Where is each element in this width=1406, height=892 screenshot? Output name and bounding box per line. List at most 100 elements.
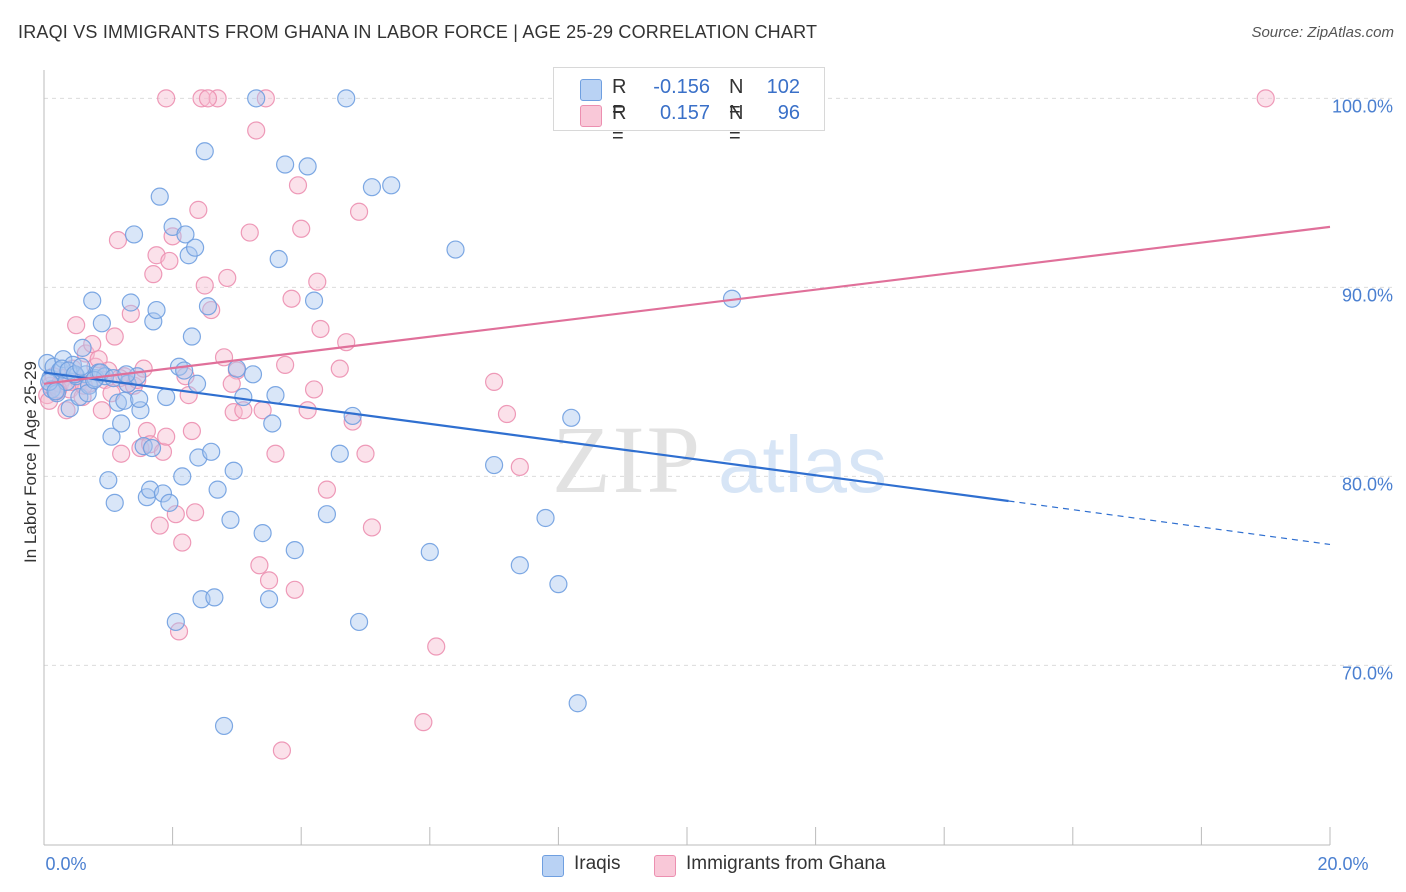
iraqis-point [121, 293, 140, 312]
iraqis-point [234, 387, 253, 407]
ghana-point [298, 401, 317, 420]
ghana-point [234, 401, 253, 420]
iraqis-point [153, 484, 173, 503]
iraqis-point [224, 461, 243, 480]
iraqis-point [362, 178, 382, 197]
ghana-point [497, 404, 517, 424]
correlation-legend: R = -0.156 N = 102 R = 0.157 N = 96 [553, 67, 825, 147]
iraqis-point [382, 176, 401, 195]
iraqis-point [73, 338, 92, 357]
iraqis-point [108, 393, 128, 412]
ghana-point [218, 268, 237, 288]
trend-layer [43, 225, 1331, 546]
bottom-legend-swatch-ghana [654, 855, 676, 877]
ghana-point [330, 359, 349, 378]
ghana-point [304, 380, 324, 399]
iraqis-point [92, 314, 111, 333]
iraqis-point [182, 327, 201, 346]
ghana-point [285, 580, 304, 599]
ghana-point [349, 202, 369, 221]
ghana-point [272, 741, 292, 760]
bottom-legend-label-ghana: Immigrants from Ghana [686, 853, 886, 874]
ghana-point [259, 571, 279, 590]
iraqis-point [285, 541, 304, 560]
ghana-point [208, 89, 227, 108]
iraqis-point [79, 376, 99, 395]
iraqis-point [349, 612, 369, 632]
legend-n-value-iraqis: 102 [766, 76, 800, 98]
bottom-legend-label-iraqis: Iraqis [574, 853, 621, 874]
ghana-point [112, 444, 131, 463]
bottom-legend-swatch-iraqis [542, 855, 564, 877]
iraqis-point [175, 361, 194, 380]
legend-swatch-ghana [580, 105, 602, 127]
iraqis-point [198, 297, 218, 316]
iraqis-point [266, 386, 285, 405]
ghana-point [173, 533, 192, 552]
iraqis-point [142, 438, 162, 458]
ghana-point [57, 401, 76, 420]
axis-layer: 70.0% 80.0% 90.0% 100.0% 0.0% 20.0% [43, 70, 1393, 874]
legend-swatch-iraqis [580, 79, 602, 101]
ghana-point [160, 251, 179, 271]
iraqis-point [105, 493, 124, 512]
iraqis-point [179, 246, 198, 265]
legend-r-value-ghana: 0.157 [659, 102, 710, 124]
source-credit: Source: ZipAtlas.com [1251, 24, 1394, 41]
legend-n-value-ghana: 96 [777, 102, 800, 124]
ghana-point [288, 176, 308, 195]
y-tick-label: 100.0% [1332, 96, 1393, 116]
legend-r-label: R = [612, 102, 627, 147]
iraqis-point [46, 382, 65, 401]
ghana-point [485, 372, 504, 391]
ghana-point [144, 265, 163, 284]
iraqis-trend-line [43, 371, 1009, 503]
iraqis-point [253, 524, 272, 543]
ghana-point [317, 480, 337, 499]
legend-n-label: N = [729, 102, 744, 147]
ghana-point [282, 289, 301, 308]
ghana-point [150, 516, 169, 535]
iraqis-point [562, 408, 581, 427]
chart-title: IRAQI VS IMMIGRANTS FROM GHANA IN LABOR … [18, 22, 818, 42]
iraqis-point [166, 612, 185, 632]
iraqis-point [205, 588, 224, 607]
ghana-point [157, 89, 176, 108]
iraqis-point [343, 406, 362, 426]
iraqis-point [83, 291, 102, 310]
ghana-point [195, 276, 214, 295]
iraqis-point [568, 694, 587, 713]
iraqis-point [510, 556, 529, 575]
iraqis-point [102, 427, 121, 446]
iraqis-point [160, 493, 179, 512]
iraqis-point [186, 238, 205, 257]
iraqis-point [72, 357, 91, 376]
ghana-point [427, 637, 446, 656]
ghana-point [362, 518, 382, 537]
iraqis-point [269, 249, 288, 269]
legend-n-label: N = [729, 76, 744, 121]
iraqis-point [420, 542, 439, 562]
y-tick-label: 90.0% [1342, 285, 1393, 305]
ghana-point [222, 374, 241, 393]
iraqis-point [227, 359, 246, 378]
iraqis-point [549, 575, 568, 594]
watermark-atlas: atlas [718, 420, 887, 509]
points-layer [38, 89, 1275, 760]
iraqis-point [304, 291, 324, 310]
ghana-point [311, 319, 330, 339]
x-tick-label: 0.0% [45, 854, 86, 874]
iraqis-point [208, 480, 227, 499]
watermark: ZIP atlas [552, 406, 887, 513]
ghana-point [256, 89, 275, 108]
ghana-point [92, 401, 111, 420]
iraqis-point [298, 157, 317, 176]
legend-r-label: R = [612, 76, 627, 121]
ghana-trend-line [43, 225, 1331, 385]
ghana-point [186, 503, 205, 522]
iraqis-point [176, 225, 195, 244]
ghana-point [153, 442, 173, 461]
iraqis-point [536, 508, 555, 528]
y-tick-label: 80.0% [1342, 474, 1393, 494]
